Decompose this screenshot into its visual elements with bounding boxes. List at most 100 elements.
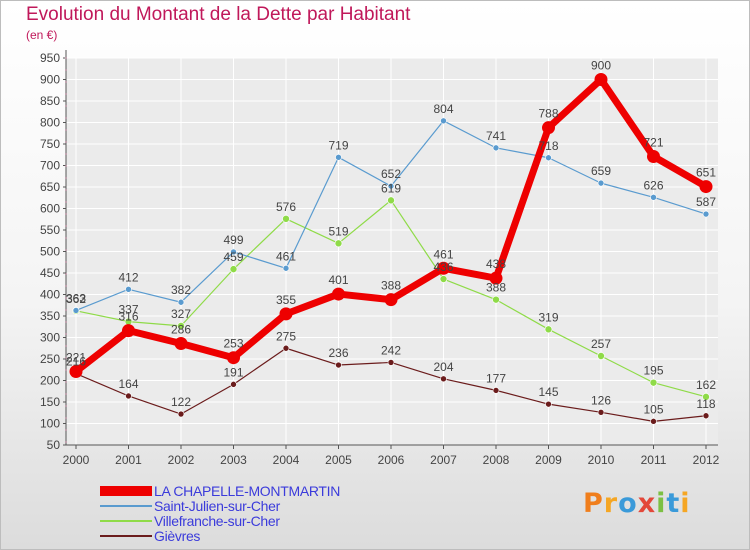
legend-swatch <box>100 505 152 507</box>
y-tick-label: 350 <box>40 309 60 323</box>
logo-letter: i <box>680 488 691 519</box>
data-label: 195 <box>643 364 663 378</box>
data-label: 587 <box>696 195 716 209</box>
data-point <box>227 351 240 365</box>
legend-swatch <box>100 486 152 496</box>
data-point <box>649 378 658 387</box>
data-point <box>650 194 657 201</box>
data-point <box>332 287 345 301</box>
proxiti-logo: Proxiti <box>583 488 691 519</box>
data-label: 388 <box>381 279 401 293</box>
data-point <box>492 387 500 394</box>
data-point <box>279 307 293 321</box>
data-point <box>334 239 343 248</box>
legend-label: Gièvres <box>154 528 201 544</box>
data-label: 436 <box>433 260 453 274</box>
data-point <box>545 400 552 408</box>
data-point <box>282 215 290 223</box>
data-label: 337 <box>118 303 138 317</box>
data-label: 576 <box>276 200 296 214</box>
x-tick-label: 2005 <box>325 453 352 467</box>
x-tick-label: 2000 <box>63 453 90 467</box>
data-label: 316 <box>118 310 138 324</box>
x-tick-label: 2009 <box>535 453 562 467</box>
y-tick-label: 500 <box>40 245 60 259</box>
data-label: 363 <box>66 291 86 305</box>
legend-label: LA CHAPELLE-MONTMARTIN <box>154 483 341 499</box>
legend-item: Saint-Julien-sur-Cher <box>100 498 400 514</box>
x-tick-label: 2006 <box>378 453 405 467</box>
data-point <box>387 359 395 366</box>
y-tick-label: 750 <box>40 137 60 151</box>
data-point <box>282 344 290 352</box>
logo-letter: t <box>666 488 681 519</box>
data-label: 221 <box>66 350 86 364</box>
data-point <box>125 392 132 400</box>
data-label: 355 <box>276 293 296 307</box>
legend-label: Villefranche-sur-Cher <box>154 513 280 529</box>
data-label: 412 <box>118 270 138 284</box>
x-tick-label: 2001 <box>115 453 142 467</box>
data-point <box>387 196 395 205</box>
y-tick-label: 700 <box>40 159 60 173</box>
data-labels: 216 164 122 191 275 236 242 204 177 145 126 105 118 3… <box>66 59 716 417</box>
y-tick-label: 200 <box>40 374 60 388</box>
data-label: 619 <box>381 181 401 195</box>
data-label: 216 <box>66 355 86 369</box>
data-point <box>647 149 660 163</box>
data-point <box>650 418 657 425</box>
data-point <box>544 325 553 334</box>
legend-swatch <box>100 520 152 522</box>
y-tick-label: 800 <box>40 116 60 130</box>
y-tick-label: 550 <box>40 223 60 237</box>
data-label: 900 <box>591 59 611 73</box>
data-label: 382 <box>171 283 191 297</box>
logo-letter: i <box>656 488 667 519</box>
data-label: 788 <box>538 107 558 121</box>
x-tick-label: 2008 <box>483 453 510 467</box>
data-point <box>437 261 450 275</box>
series-saint-julien-sur-cher <box>72 117 710 314</box>
data-point <box>492 144 500 152</box>
chart-legend: LA CHAPELLE-MONTMARTIN Saint-Julien-sur-C… <box>100 483 400 544</box>
chart-subtitle: (en €) <box>26 28 58 42</box>
data-label: 118 <box>696 397 715 411</box>
data-label: 164 <box>118 377 138 391</box>
logo-letter: r <box>603 488 619 519</box>
x-tick-label: 2002 <box>168 453 195 467</box>
data-label: 236 <box>328 346 348 360</box>
data-point <box>122 324 135 338</box>
data-point <box>384 293 398 307</box>
data-point <box>229 265 238 273</box>
data-label: 719 <box>328 138 348 152</box>
data-point <box>72 307 80 314</box>
y-tick-label: 250 <box>40 352 60 366</box>
data-point <box>177 298 185 306</box>
x-tick-label: 2012 <box>693 453 720 467</box>
data-point <box>282 264 290 272</box>
data-label: 253 <box>223 337 243 351</box>
y-tick-label: 900 <box>40 73 60 87</box>
data-label: 519 <box>328 224 348 238</box>
data-label: 105 <box>643 402 663 416</box>
data-point <box>699 180 713 194</box>
y-tick-label: 650 <box>40 180 60 194</box>
data-label: 499 <box>223 233 243 247</box>
data-point <box>440 117 447 125</box>
legend-swatch <box>100 535 152 537</box>
data-point <box>492 295 500 304</box>
data-label: 652 <box>381 167 401 181</box>
data-point <box>489 271 503 285</box>
series-gi-vres <box>72 344 710 425</box>
data-label: 242 <box>381 343 401 357</box>
data-label: 204 <box>433 360 453 374</box>
y-tick-label: 300 <box>40 331 60 345</box>
data-point <box>174 337 188 351</box>
data-point <box>125 286 132 293</box>
data-point <box>440 375 447 383</box>
y-tick-label: 600 <box>40 202 60 216</box>
data-point <box>597 179 605 187</box>
data-point <box>387 182 395 190</box>
data-point <box>335 361 342 369</box>
